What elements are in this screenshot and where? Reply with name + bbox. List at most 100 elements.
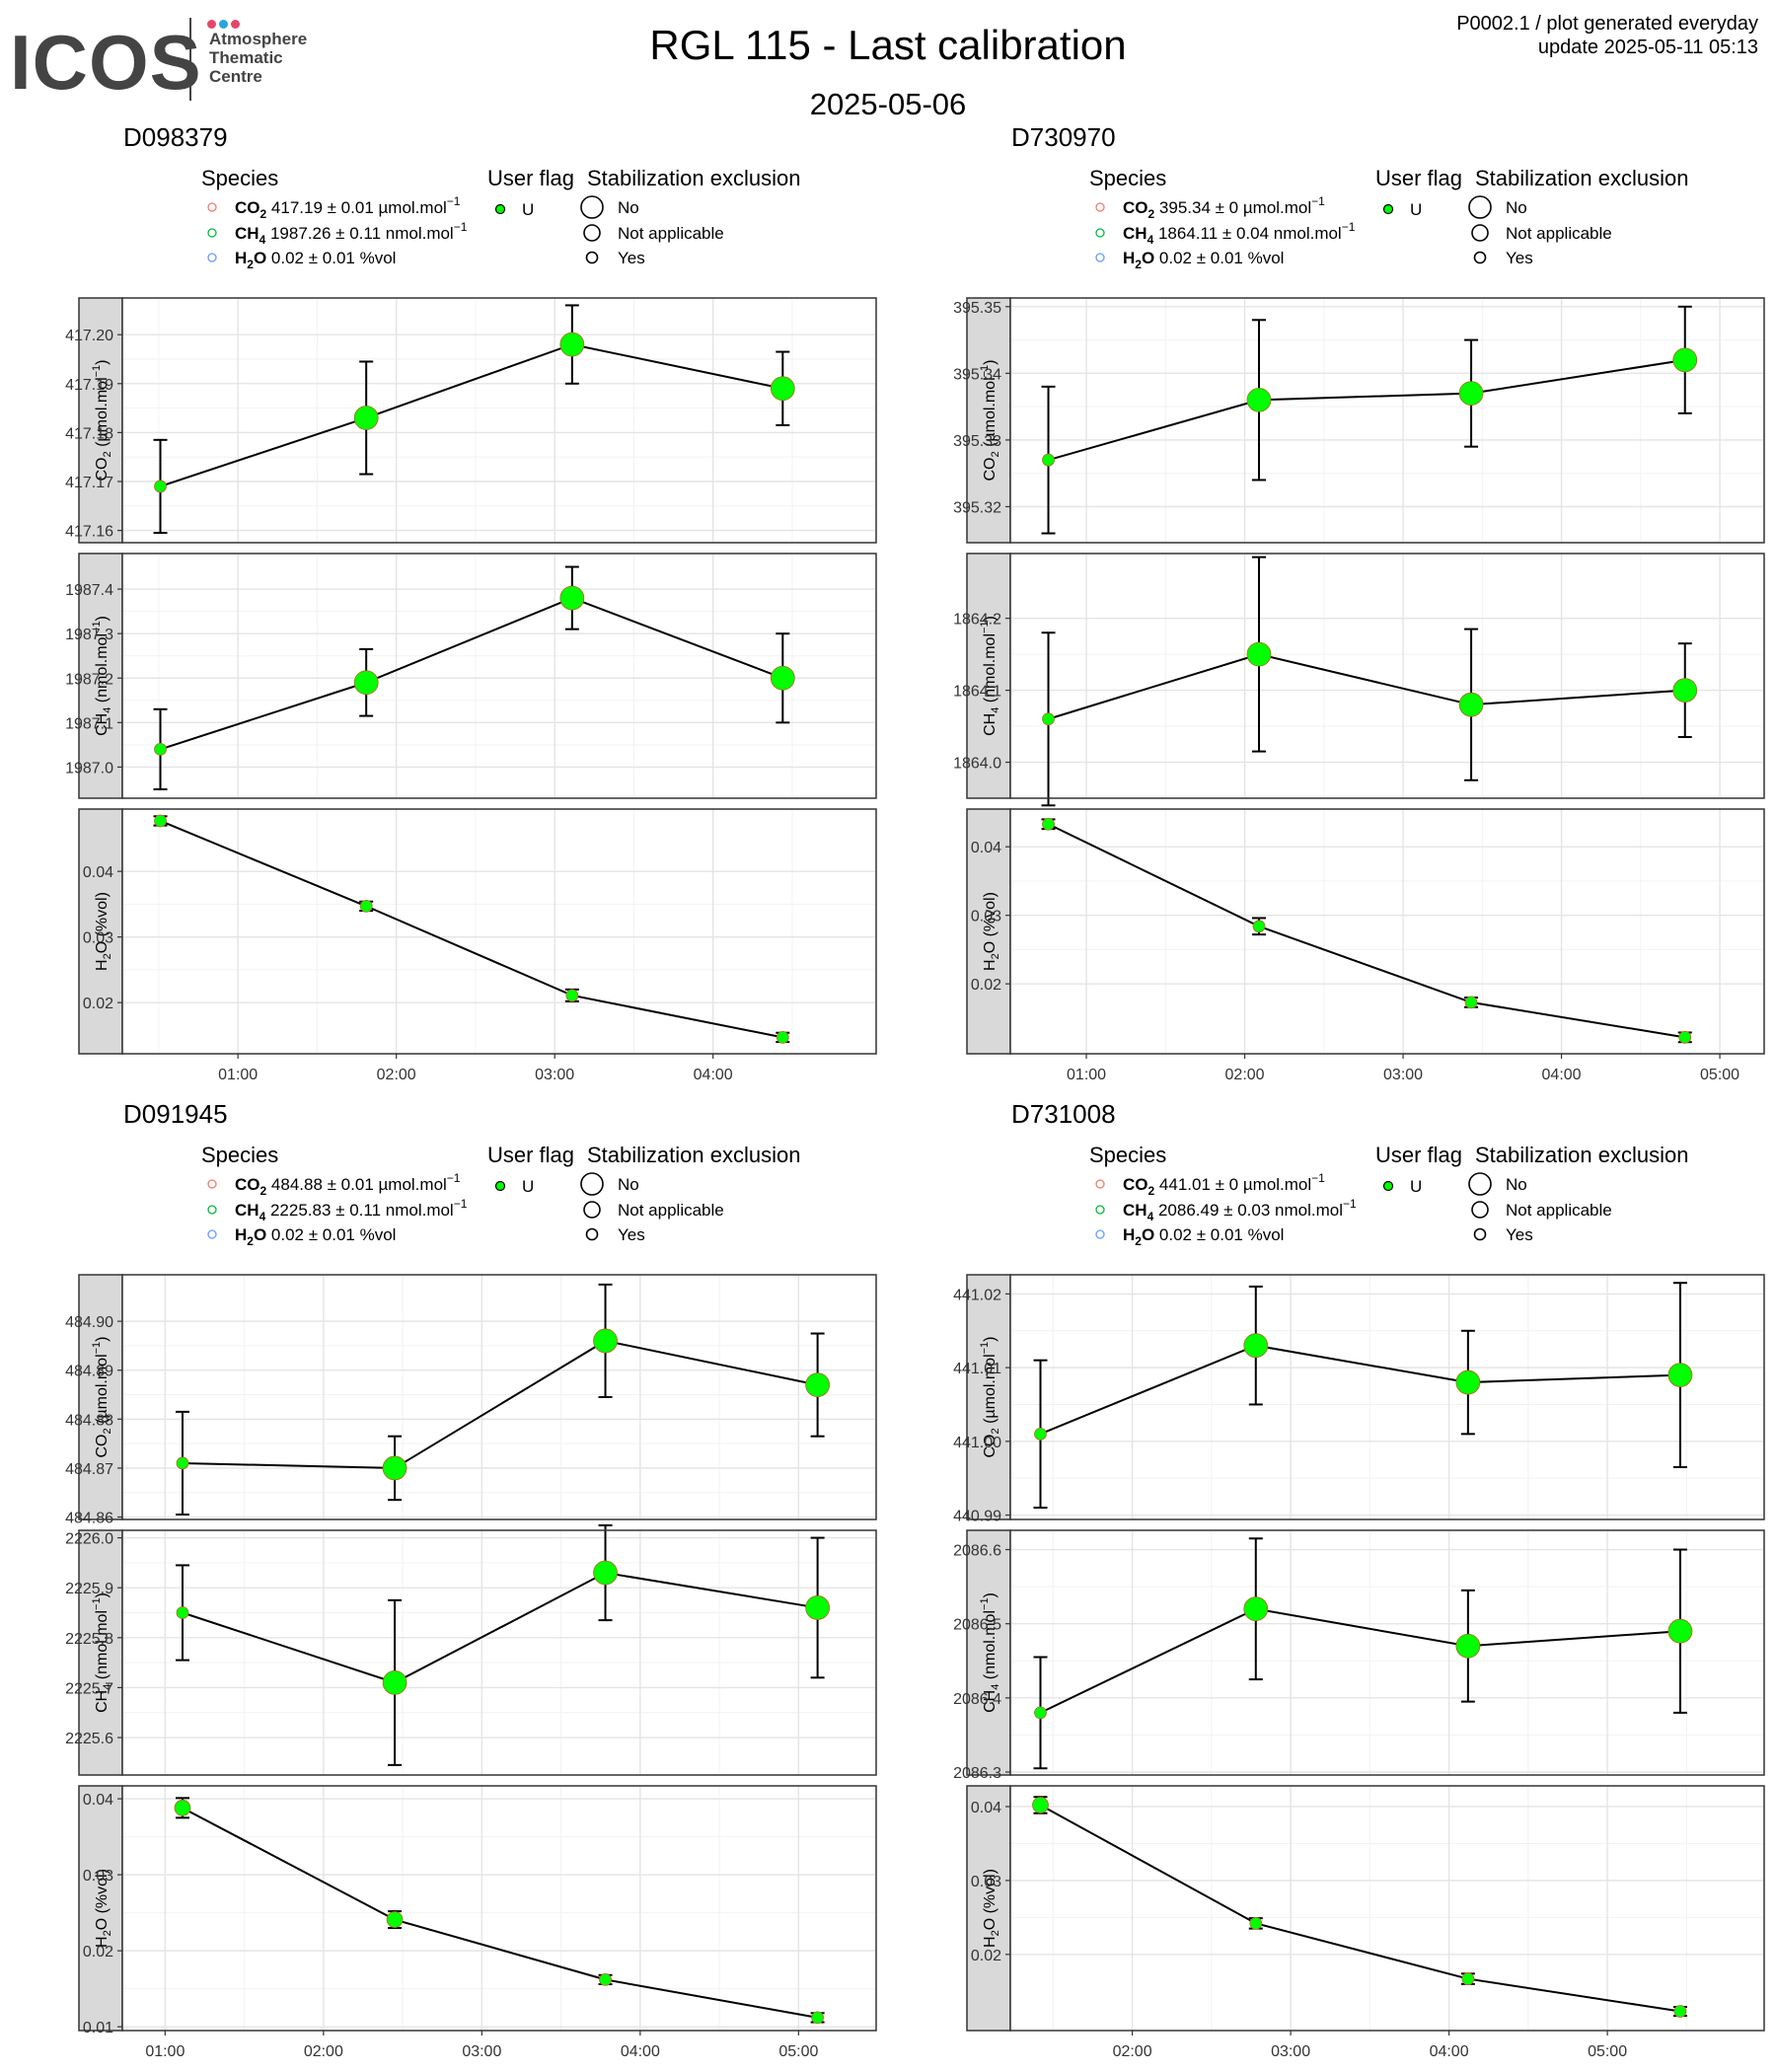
facet-label-subscript: 2 xyxy=(102,451,113,457)
legend-ch4-label: CH4 2225.83 ± 0.11 nmol.mol−1 xyxy=(235,1197,468,1223)
y-tick-label: 417.16 xyxy=(65,524,113,541)
facet-strip xyxy=(78,1274,123,1520)
legend-stab-key xyxy=(1473,1227,1487,1241)
legend-stab-key xyxy=(1468,195,1492,219)
x-tick-label: 01:00 xyxy=(145,2043,185,2060)
x-tick-label: 05:00 xyxy=(1700,1067,1739,1083)
legend-h2o-subscript: 2 xyxy=(1135,258,1142,271)
legend-ch4-value: 1987.26 ± 0.11 nmol.mol xyxy=(265,224,453,243)
legend-co2-formula: CO xyxy=(1123,198,1148,217)
data-point xyxy=(1672,678,1698,703)
facet-label-end: ) xyxy=(982,1592,999,1597)
facet-label: H2O (%vol) xyxy=(982,892,1001,971)
panel-border xyxy=(1009,1529,1765,1776)
legend-stab-label: Yes xyxy=(618,249,645,267)
data-point xyxy=(1032,1797,1049,1813)
legend-ch4-key xyxy=(1095,228,1105,238)
panel-border xyxy=(121,297,877,544)
facet-label-superscript: −1 xyxy=(91,365,103,378)
facet-label-end: ) xyxy=(94,360,111,365)
data-point xyxy=(154,480,167,493)
plot-background xyxy=(122,1530,876,1775)
plot-info-line-2: update 2025-05-11 05:13 xyxy=(1537,37,1758,58)
legend-ch4-subscript: 4 xyxy=(1147,1210,1154,1223)
facet-label-main: CH xyxy=(982,713,999,736)
facet-strip xyxy=(78,1785,123,2032)
facet-label: H2O (%vol) xyxy=(94,892,113,971)
legend-ch4-formula: CH xyxy=(1123,224,1147,243)
facet-label-main: H xyxy=(94,1936,111,1948)
facet-label-main: CO xyxy=(982,1435,999,1458)
facet-label-subscript: 2 xyxy=(990,1428,1001,1434)
legend-h2o-label: H2O 0.02 ± 0.01 %vol xyxy=(235,1225,396,1248)
legend-h2o-label: H2O 0.02 ± 0.01 %vol xyxy=(1123,1225,1284,1248)
page-title: RGL 115 - Last calibration xyxy=(649,22,1127,68)
legend-user-flag-label: U xyxy=(522,1177,534,1196)
data-point xyxy=(1458,692,1484,717)
y-tick-label: 1987.2 xyxy=(65,671,113,688)
series-line xyxy=(160,820,783,1039)
legend-user-flag-key xyxy=(1382,1180,1394,1192)
legend-stab-label: Not applicable xyxy=(618,1201,724,1220)
facet-label-unit: (nmol.mol xyxy=(94,1610,111,1684)
facet-label-unit: O (%vol) xyxy=(982,1869,999,1930)
logo-wordmark: ICOS xyxy=(10,19,202,106)
y-tick-label: 2225.8 xyxy=(65,1631,113,1648)
legend-stab-key xyxy=(580,1172,604,1196)
x-tick-label: 03:00 xyxy=(535,1067,574,1083)
legend-stab-label: No xyxy=(618,1175,639,1194)
legend-co2-formula: CO xyxy=(235,1175,260,1194)
facet-label-end: ) xyxy=(982,360,999,365)
legend-h2o-formula-end: O xyxy=(254,1225,266,1244)
facet-label-unit: O (%vol) xyxy=(982,892,999,953)
facet-label-superscript: −1 xyxy=(91,1342,103,1355)
data-point xyxy=(776,1030,789,1044)
x-tick-label: 05:00 xyxy=(1588,2043,1627,2060)
facet-label-subscript: 2 xyxy=(990,953,1001,959)
legend-ch4-formula: CH xyxy=(235,1201,259,1220)
x-tick-label: 03:00 xyxy=(1383,1067,1423,1083)
panel-border xyxy=(1009,1274,1765,1520)
panel-co2: CO2 (µmol.mol−1) 417.16 417.17 417.18 417.19… xyxy=(65,297,877,544)
facet-label-subscript: 2 xyxy=(102,953,113,959)
facet-label-subscript: 2 xyxy=(102,1930,113,1936)
legend-stab-key xyxy=(1471,224,1489,242)
y-tick-label: 2225.6 xyxy=(65,1731,113,1747)
facet-label: CH4 (nmol.mol−1) xyxy=(91,1592,113,1713)
legend-user-flag-key xyxy=(494,203,506,215)
legend-co2-formula: CO xyxy=(235,198,260,217)
legend-stab-key xyxy=(583,1201,601,1219)
legend-co2-subscript: 2 xyxy=(1148,207,1155,221)
data-point xyxy=(811,2011,825,2025)
chart-title: D731008 xyxy=(1011,1099,1116,1129)
legend-stab-label: No xyxy=(1506,198,1527,217)
y-tick-label: 0.03 xyxy=(83,1868,113,1885)
legend-stab-label: No xyxy=(1506,1175,1527,1194)
panel-ch4: CH4 (nmol.mol−1) 2086.3 2086.4 2086.5 2086.6 xyxy=(953,1529,1765,1782)
legend-co2-key xyxy=(1095,1179,1105,1189)
y-tick-label: 1987.0 xyxy=(65,760,113,777)
panel-ch4: CH4 (nmol.mol−1) 1864.0 1864.1 1864.2 xyxy=(953,553,1765,807)
legend-co2-value: 417.19 ± 0.01 µmol.mol xyxy=(266,198,447,217)
legend-h2o-subscript: 2 xyxy=(247,258,254,271)
legend-stab-key xyxy=(1471,1201,1489,1219)
y-tick-label: 2226.0 xyxy=(65,1531,113,1548)
y-tick-label: 1864.0 xyxy=(953,756,1001,773)
legend-co2-superscript: −1 xyxy=(447,1171,461,1185)
legend-co2-key xyxy=(207,202,217,212)
y-tick-label: 0.01 xyxy=(83,2020,113,2036)
y-tick-label: 484.88 xyxy=(65,1412,113,1429)
legend-user-flag-label: U xyxy=(1410,200,1422,219)
legend-h2o-label: H2O 0.02 ± 0.01 %vol xyxy=(235,249,396,271)
legend-co2-value: 484.88 ± 0.01 µmol.mol xyxy=(266,1175,447,1194)
data-point xyxy=(1042,817,1055,831)
logo-subtitle: Atmosphere Thematic Centre xyxy=(209,30,307,86)
legend-ch4-value: 1864.11 ± 0.04 nmol.mol xyxy=(1153,224,1341,243)
y-tick-label: 484.90 xyxy=(65,1314,113,1331)
logo-line-3: Centre xyxy=(209,67,262,86)
logo-dot-2 xyxy=(219,20,228,29)
plot-background xyxy=(1010,1786,1764,2031)
facet-label: CO2 (µmol.mol−1) xyxy=(979,360,1001,481)
data-point xyxy=(593,1560,618,1586)
page-subtitle: 2025-05-06 xyxy=(809,87,967,121)
